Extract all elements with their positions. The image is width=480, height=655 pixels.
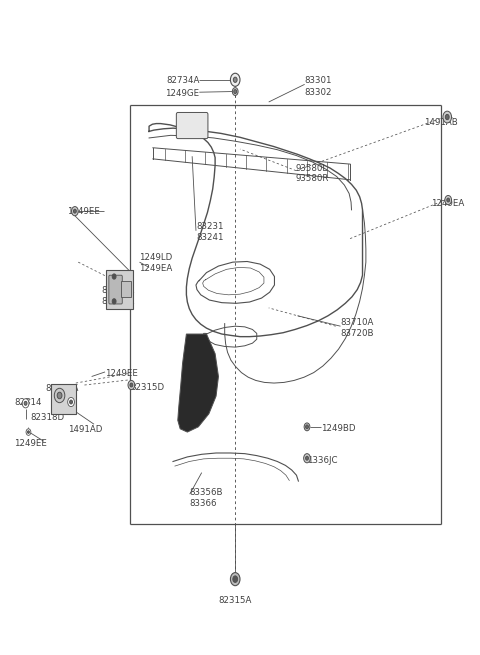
Circle shape (233, 77, 237, 83)
Text: 83710A: 83710A (340, 318, 374, 327)
Text: 83301: 83301 (305, 76, 332, 85)
Circle shape (72, 206, 78, 215)
FancyBboxPatch shape (121, 281, 131, 297)
Circle shape (230, 572, 240, 586)
Circle shape (130, 383, 133, 387)
Text: 82318D: 82318D (30, 413, 64, 422)
Circle shape (304, 454, 311, 463)
Text: 1249GE: 1249GE (165, 89, 199, 98)
Circle shape (73, 209, 76, 213)
Circle shape (112, 299, 116, 304)
Circle shape (234, 90, 237, 94)
Circle shape (445, 195, 452, 204)
FancyBboxPatch shape (176, 113, 208, 139)
Circle shape (232, 88, 238, 96)
Text: 83393A: 83393A (101, 286, 134, 295)
Circle shape (57, 392, 62, 399)
Text: 1249EA: 1249EA (431, 199, 464, 208)
Text: 83231: 83231 (196, 222, 224, 231)
Circle shape (68, 398, 74, 407)
Circle shape (306, 457, 309, 460)
Text: 93580L: 93580L (296, 164, 328, 172)
FancyBboxPatch shape (109, 275, 122, 304)
Text: 93580R: 93580R (296, 174, 329, 183)
Circle shape (447, 198, 450, 202)
Circle shape (445, 115, 449, 120)
Circle shape (24, 402, 27, 405)
FancyBboxPatch shape (51, 384, 76, 414)
Circle shape (27, 431, 29, 434)
Text: 1491AB: 1491AB (424, 119, 458, 128)
Circle shape (54, 388, 65, 403)
Text: 82315D: 82315D (130, 383, 164, 392)
Circle shape (443, 111, 452, 123)
Text: 82315A: 82315A (218, 596, 252, 605)
Circle shape (128, 381, 135, 390)
Text: 1249LD: 1249LD (140, 253, 173, 262)
Circle shape (304, 423, 310, 431)
Text: 83241: 83241 (196, 233, 224, 242)
Text: 1249BD: 1249BD (322, 424, 356, 434)
Text: 1249EE: 1249EE (105, 369, 138, 379)
Circle shape (112, 274, 116, 279)
Polygon shape (178, 334, 218, 432)
Text: 83366: 83366 (190, 500, 217, 508)
Circle shape (306, 425, 309, 429)
Text: 82314: 82314 (14, 398, 42, 407)
Text: 83302: 83302 (305, 88, 332, 97)
Circle shape (26, 429, 31, 436)
Text: 1249EE: 1249EE (14, 440, 47, 448)
Text: 83720B: 83720B (340, 329, 374, 338)
Text: 82313A: 82313A (45, 384, 79, 393)
Circle shape (70, 400, 72, 404)
Text: 1249EA: 1249EA (140, 264, 173, 273)
Circle shape (233, 576, 238, 582)
Text: 1249EE: 1249EE (67, 207, 100, 215)
Text: 82734A: 82734A (166, 76, 199, 85)
Text: 1491AD: 1491AD (68, 425, 102, 434)
Text: 1336JC: 1336JC (307, 457, 337, 465)
Text: 83356B: 83356B (190, 488, 223, 496)
Text: 83394A: 83394A (101, 297, 134, 306)
Circle shape (22, 399, 29, 408)
Circle shape (230, 73, 240, 86)
FancyBboxPatch shape (106, 270, 133, 309)
